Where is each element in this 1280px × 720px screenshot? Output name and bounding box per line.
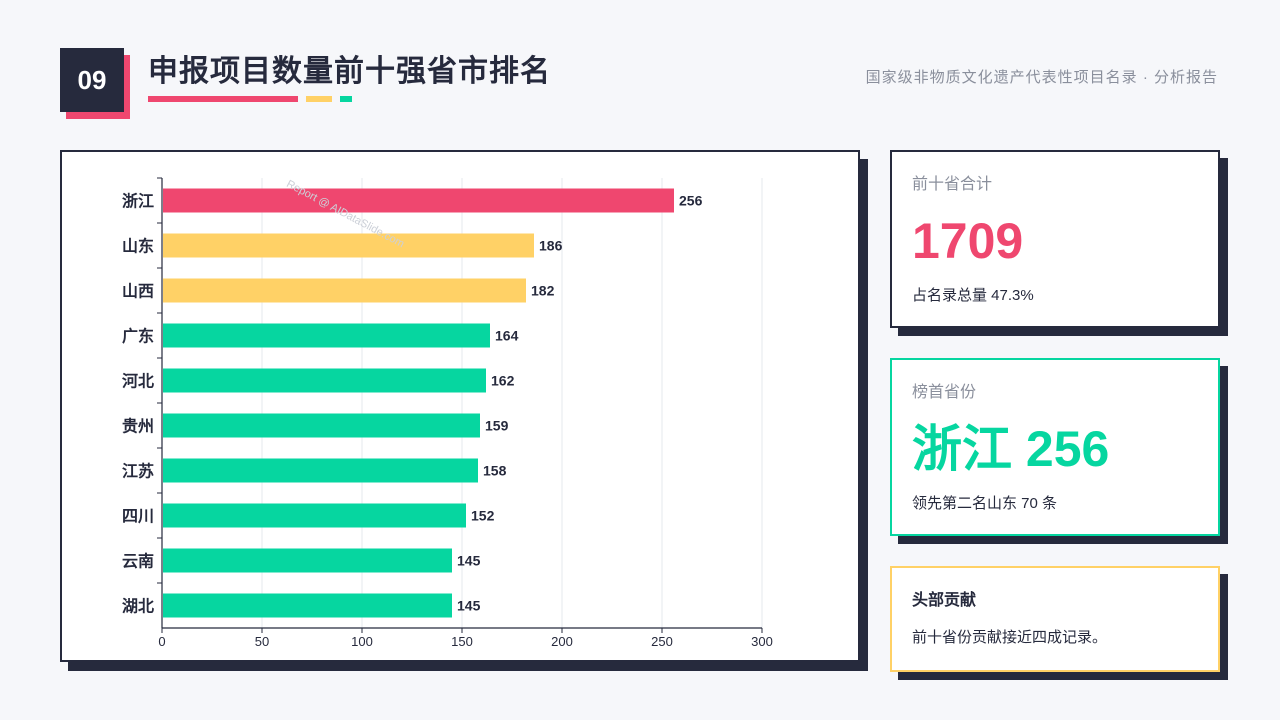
bar <box>163 188 674 213</box>
top-province-card: 榜首省份 浙江 256 领先第二名山东 70 条 <box>890 358 1220 536</box>
bar <box>163 503 466 528</box>
title-underline-teal <box>340 96 352 102</box>
y-category-label: 贵州 <box>122 417 154 436</box>
y-category-label: 江苏 <box>122 462 154 481</box>
bar <box>163 413 480 438</box>
y-category-label: 四川 <box>122 509 154 526</box>
top-value: 浙江 256 <box>912 421 1110 477</box>
total-note: 占名录总量 47.3% <box>912 287 1034 304</box>
y-category-label: 湖北 <box>122 598 154 616</box>
y-category-label: 河北 <box>122 372 154 391</box>
bar <box>163 233 534 258</box>
report-subtitle: 国家级非物质文化遗产代表性项目名录 · 分析报告 <box>865 69 1218 86</box>
title-underline-pink <box>148 96 298 102</box>
bar-value-label: 164 <box>495 328 519 344</box>
x-tick-label: 300 <box>751 634 773 649</box>
chart-card: 0 50 100 150 200 250 300 浙江 256 山东 186 山西 182 广东 164 河北… <box>60 150 860 662</box>
top-note: 领先第二名山东 70 条 <box>912 495 1058 512</box>
y-category-label: 山东 <box>122 237 154 256</box>
bar-value-label: 162 <box>491 373 515 389</box>
x-tick-label: 100 <box>351 634 373 649</box>
bar-value-label: 186 <box>539 238 563 254</box>
bar-chart: 0 50 100 150 200 250 300 浙江 256 山东 186 山西 182 广东 164 河北… <box>122 177 773 649</box>
bar-value-label: 145 <box>457 598 481 614</box>
bar <box>163 278 526 303</box>
y-category-label: 浙江 <box>122 192 154 211</box>
total-value: 1709 <box>912 213 1024 269</box>
bar <box>163 548 452 573</box>
page-number-badge: 09 <box>60 48 124 112</box>
insight-title: 头部贡献 <box>912 592 977 609</box>
bar <box>163 458 478 483</box>
x-tick-label: 200 <box>551 634 573 649</box>
bar-value-label: 159 <box>485 418 509 434</box>
bar-value-label: 182 <box>531 283 555 299</box>
title-underline-yellow <box>306 96 332 102</box>
insight-card: 头部贡献 前十省份贡献接近四成记录。 <box>890 566 1220 672</box>
x-tick-label: 50 <box>255 634 269 649</box>
x-tick-label: 150 <box>451 634 473 649</box>
bar <box>163 593 452 618</box>
bar <box>163 323 490 348</box>
insight-text: 前十省份贡献接近四成记录。 <box>912 629 1108 646</box>
page-title: 申报项目数量前十强省市排名 <box>148 55 551 88</box>
x-tick-label: 250 <box>651 634 673 649</box>
bar-value-label: 256 <box>679 193 703 209</box>
bar <box>163 368 486 393</box>
top-label: 榜首省份 <box>912 384 977 401</box>
total-label: 前十省合计 <box>912 176 993 193</box>
bar-value-label: 145 <box>457 553 481 569</box>
y-category-label: 云南 <box>122 552 154 571</box>
y-category-label: 广东 <box>122 327 154 346</box>
bar-value-label: 158 <box>483 463 507 479</box>
bar-value-label: 152 <box>471 508 495 524</box>
y-category-label: 山西 <box>122 283 154 301</box>
total-stat-card: 前十省合计 1709 占名录总量 47.3% <box>890 150 1220 328</box>
x-tick-label: 0 <box>158 634 165 649</box>
